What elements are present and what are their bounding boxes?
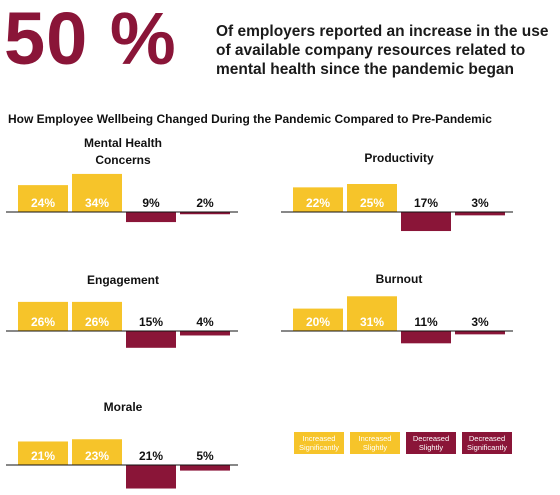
data-label: 15% <box>139 315 163 329</box>
data-label: 5% <box>196 449 214 463</box>
panel-title: Engagement <box>87 273 159 287</box>
data-label: 3% <box>471 196 489 210</box>
data-label: 22% <box>306 196 330 210</box>
legend-label: Significantly <box>467 443 507 452</box>
bar-decreased-slightly <box>401 212 451 232</box>
data-label: 3% <box>471 315 489 329</box>
bar-decreased-significantly <box>180 212 230 215</box>
data-label: 21% <box>31 449 55 463</box>
headline-text: Of employers reported an increase in the… <box>216 23 549 78</box>
bar-decreased-significantly <box>180 331 230 336</box>
legend-swatch <box>350 432 400 454</box>
bar-decreased-slightly <box>126 331 176 348</box>
data-label: 20% <box>306 315 330 329</box>
panel-title: Concerns <box>95 153 151 167</box>
legend: IncreasedSignificantlyIncreasedSlightlyD… <box>294 432 512 454</box>
chart-title: How Employee Wellbeing Changed During th… <box>8 112 492 126</box>
legend-label: Significantly <box>299 443 339 452</box>
legend-label: Slightly <box>363 443 387 452</box>
bar-decreased-slightly <box>401 331 451 344</box>
headline-stat: 50 % <box>4 0 177 80</box>
panel-mental-health-concerns: Mental Health Concerns 24% 34% 9% 2% <box>6 136 238 223</box>
panel-title: Morale <box>104 400 143 414</box>
bar-decreased-significantly <box>180 465 230 471</box>
bar-decreased-significantly <box>455 212 505 216</box>
data-label: 11% <box>414 315 438 329</box>
bar-increased-slightly <box>72 173 122 212</box>
bar-increased-significantly <box>18 441 68 465</box>
bar-increased-slightly <box>347 296 397 331</box>
data-label: 26% <box>31 315 55 329</box>
data-label: 26% <box>85 315 109 329</box>
bar-decreased-slightly <box>126 465 176 489</box>
data-label: 2% <box>196 196 214 210</box>
panel-engagement: Engagement 26% 26% 15% 4% <box>6 273 238 348</box>
bar-increased-significantly <box>293 308 343 331</box>
legend-swatch <box>406 432 456 454</box>
data-label: 25% <box>360 196 384 210</box>
bar-increased-significantly <box>18 185 68 212</box>
data-label: 17% <box>414 196 438 210</box>
panel-title: Productivity <box>364 151 434 165</box>
legend-label: Decreased <box>469 434 505 443</box>
legend-label: Slightly <box>419 443 443 452</box>
bar-decreased-significantly <box>455 331 505 335</box>
panel-title: Mental Health <box>84 136 162 150</box>
data-label: 31% <box>360 315 384 329</box>
legend-swatch <box>294 432 344 454</box>
data-label: 9% <box>142 196 160 210</box>
legend-label: Decreased <box>413 434 449 443</box>
data-label: 34% <box>85 196 109 210</box>
data-label: 4% <box>196 315 214 329</box>
legend-label: Increased <box>303 434 336 443</box>
legend-swatch <box>462 432 512 454</box>
panel-burnout: Burnout 20% 31% 11% 3% <box>281 272 513 344</box>
legend-label: Increased <box>359 434 392 443</box>
panel-productivity: Productivity 22% 25% 17% 3% <box>281 151 513 232</box>
data-label: 23% <box>85 449 109 463</box>
data-label: 24% <box>31 196 55 210</box>
bar-decreased-slightly <box>126 212 176 223</box>
bar-increased-significantly <box>18 301 68 331</box>
bar-increased-significantly <box>293 187 343 212</box>
bar-increased-slightly <box>347 184 397 212</box>
data-label: 21% <box>139 449 163 463</box>
panel-title: Burnout <box>376 272 423 286</box>
bar-increased-slightly <box>72 439 122 465</box>
bar-increased-slightly <box>72 301 122 331</box>
panel-morale: Morale 21% 23% 21% 5% <box>6 400 238 489</box>
